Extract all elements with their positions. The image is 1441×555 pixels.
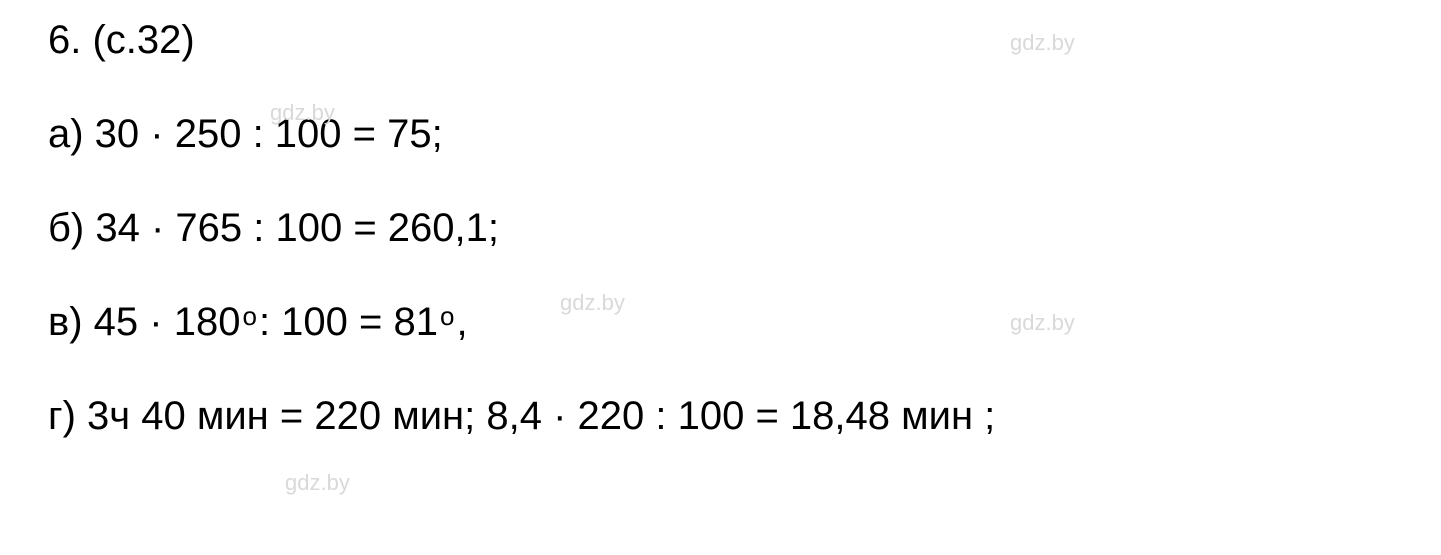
line-4-end: , — [456, 300, 467, 344]
line-1: 6. (с.32) — [48, 20, 995, 60]
watermark: gdz.by — [285, 470, 350, 496]
watermark: gdz.by — [1010, 30, 1075, 56]
degree-symbol-2: о — [440, 301, 454, 331]
line-4-mid: : 100 = 81 — [259, 300, 438, 344]
line-3: б) 34 · 765 : 100 = 260,1; — [48, 208, 995, 248]
solution-block: 6. (с.32) а) 30 · 250 : 100 = 75; б) 34 … — [48, 20, 995, 436]
line-2: а) 30 · 250 : 100 = 75; — [48, 114, 995, 154]
degree-symbol-1: о — [242, 301, 256, 331]
line-5: г) 3ч 40 мин = 220 мин; 8,4 · 220 : 100 … — [48, 396, 995, 436]
watermark: gdz.by — [1010, 310, 1075, 336]
line-4: в) 45 · 180о: 100 = 81о, — [48, 302, 995, 342]
line-4-pre: в) 45 · 180 — [48, 300, 240, 344]
